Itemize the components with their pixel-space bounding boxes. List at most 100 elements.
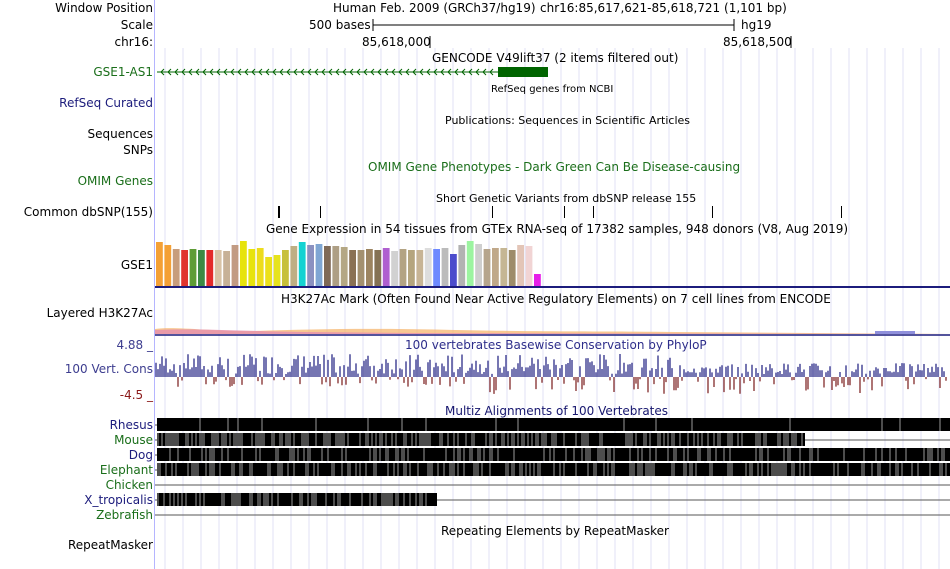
multiz-species-chicken[interactable]: Chicken	[105, 478, 153, 492]
multiz-species-elephant[interactable]: Elephant	[99, 463, 153, 477]
alignment-mismatch	[157, 493, 427, 506]
multiz-species-zebrafish[interactable]: Zebrafish	[96, 508, 153, 522]
gene-arrow	[188, 68, 193, 76]
gtex-expression-bars	[155, 241, 950, 288]
h3k27ac-layer	[155, 329, 950, 334]
gtex-bar	[416, 250, 424, 286]
h3k27ac-layer	[875, 331, 915, 334]
ruler-tick-label: 85,618,500	[723, 35, 792, 49]
gene-arrow	[433, 68, 438, 76]
assembly-title: Human Feb. 2009 (GRCh37/hg19)	[333, 1, 536, 15]
gtex-bar	[424, 248, 432, 286]
gene-arrow	[384, 68, 389, 76]
gtex-bar	[248, 249, 256, 286]
gtex-bar	[265, 257, 272, 286]
track-label-sequences[interactable]: Sequences	[87, 127, 153, 141]
gtex-bar	[282, 250, 289, 286]
scale-label: Scale	[120, 18, 153, 32]
gtex-bar	[223, 251, 230, 286]
gtex-bar	[290, 246, 298, 286]
gtex-bar	[307, 245, 314, 286]
gene-arrow	[342, 68, 347, 76]
track-label-refseq-curated[interactable]: RefSeq Curated	[59, 96, 153, 110]
gtex-bar	[181, 250, 188, 286]
gene-arrow	[356, 68, 361, 76]
alignment-block	[157, 493, 437, 506]
gencode-item-label[interactable]: GSE1-AS1	[93, 65, 153, 79]
data-panel[interactable]	[155, 0, 950, 569]
gtex-bar	[399, 249, 407, 286]
alignment-mismatch	[169, 448, 945, 461]
scale-assembly: hg19	[741, 18, 772, 32]
position-range: chr16:85,617,621-85,618,721 (1,101 bp)	[540, 1, 787, 15]
gene-arrow	[209, 68, 214, 76]
dbsnp-variants	[278, 206, 842, 218]
gtex-bar	[441, 248, 449, 286]
gtex-bar	[483, 249, 491, 286]
gene-arrow	[482, 68, 487, 76]
snp-mark	[320, 206, 321, 218]
conservation-negative	[177, 377, 947, 394]
gene-arrow	[307, 68, 312, 76]
gene-arrow	[195, 68, 200, 76]
track-label-omim-genes[interactable]: OMIM Genes	[77, 174, 153, 188]
conservation-max-value: 4.88 _	[116, 338, 153, 352]
gtex-bar	[340, 247, 348, 286]
multiz-species-rhesus[interactable]: Rhesus	[109, 418, 153, 432]
multiz-species-dog[interactable]: Dog	[128, 448, 153, 462]
track-label-gse1[interactable]: GSE1	[120, 258, 153, 272]
gene-arrow	[230, 68, 235, 76]
gtex-bar	[466, 241, 474, 286]
multiz-species-mouse[interactable]: Mouse	[114, 433, 153, 447]
gene-arrow	[377, 68, 382, 76]
conservation-positive	[155, 354, 945, 377]
scale-bar-length: 500 bases	[309, 18, 371, 32]
gene-arrow	[314, 68, 319, 76]
guideline-grid	[164, 48, 940, 569]
gene-arrow	[461, 68, 466, 76]
window-position-label: Window Position	[55, 1, 153, 15]
gtex-bar	[433, 249, 440, 286]
track-label-common-dbsnp[interactable]: Common dbSNP(155)	[23, 205, 153, 219]
gene-arrow	[167, 68, 172, 76]
gene-arrow	[160, 68, 165, 76]
gtex-bar	[534, 274, 541, 286]
track-label-layered-h3k27ac[interactable]: Layered H3K27Ac	[46, 306, 153, 320]
publications-track-title: Publications: Sequences in Scientific Ar…	[445, 114, 690, 127]
gtex-bar	[156, 242, 163, 286]
multiz-species-x-tropicalis[interactable]: X_tropicalis	[84, 493, 153, 507]
gtex-bar	[517, 245, 524, 286]
gene-arrow	[454, 68, 459, 76]
snp-mark	[492, 206, 493, 218]
conservation-track-title: 100 vertebrates Basewise Conservation by…	[405, 338, 707, 352]
gene-arrow	[202, 68, 207, 76]
alignment-mismatch	[199, 418, 941, 431]
gene-arrow	[419, 68, 424, 76]
conservation-min-value: -4.5 _	[119, 388, 153, 402]
snp-mark	[593, 206, 594, 218]
multiz-alignments	[155, 418, 950, 516]
multiz-track-title: Multiz Alignments of 100 Vertebrates	[445, 404, 669, 418]
gene-arrow	[391, 68, 396, 76]
gtex-bar	[324, 246, 331, 286]
snp-mark	[564, 206, 565, 218]
gene-arrow	[398, 68, 403, 76]
gtex-bar	[450, 254, 457, 286]
gtex-bar	[458, 245, 466, 286]
gtex-bar	[508, 250, 516, 286]
track-label-snps[interactable]: SNPs	[123, 143, 153, 157]
track-label-100-vert-cons[interactable]: 100 Vert. Cons	[64, 362, 153, 376]
gtex-bar	[492, 248, 499, 286]
gene-arrow	[265, 68, 270, 76]
h3k27ac-track-title: H3K27Ac Mark (Often Found Near Active Re…	[281, 292, 831, 306]
gtex-bar	[273, 255, 281, 286]
gene-arrow	[300, 68, 305, 76]
gtex-bar	[349, 250, 356, 286]
track-label-repeatmasker[interactable]: RepeatMasker	[67, 538, 153, 552]
dbsnp-track-title: Short Genetic Variants from dbSNP releas…	[436, 192, 697, 205]
gtex-bar	[189, 249, 197, 286]
gtex-bar	[357, 250, 365, 286]
alignment-block	[157, 418, 950, 431]
gtex-bar	[332, 246, 340, 286]
snp-mark	[841, 206, 842, 218]
